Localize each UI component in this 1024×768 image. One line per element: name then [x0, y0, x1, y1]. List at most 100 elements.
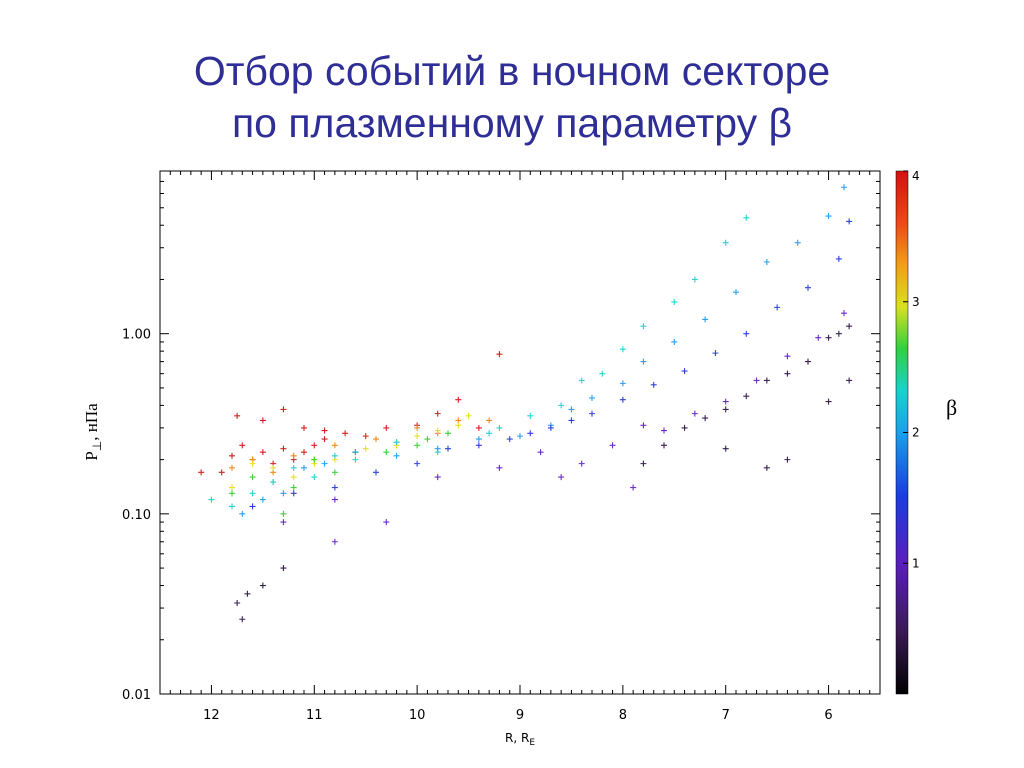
data-point — [424, 436, 431, 443]
data-point — [290, 452, 297, 459]
data-point — [825, 334, 832, 341]
colorbar-tick-label: 1 — [912, 556, 920, 570]
data-points — [198, 184, 853, 623]
data-point — [244, 590, 251, 597]
data-point — [640, 323, 647, 330]
data-point — [331, 538, 338, 545]
data-point — [280, 510, 287, 517]
data-point — [280, 445, 287, 452]
data-point — [455, 422, 462, 429]
data-point — [763, 259, 770, 266]
data-point — [290, 484, 297, 491]
data-point — [691, 276, 698, 283]
data-point — [434, 410, 441, 417]
data-point — [743, 330, 750, 337]
x-tick-label: 9 — [516, 708, 524, 723]
data-point — [434, 445, 441, 452]
series-group — [280, 310, 847, 545]
data-point — [722, 445, 729, 452]
data-point — [414, 424, 421, 431]
data-point — [496, 424, 503, 431]
y-axis-label-main: P — [82, 451, 101, 460]
data-point — [249, 460, 256, 467]
data-point — [825, 213, 832, 220]
data-point — [373, 469, 379, 476]
y-tick-label: 0.10 — [122, 508, 151, 523]
data-point — [321, 436, 328, 443]
data-point — [537, 449, 544, 456]
data-point — [784, 370, 791, 377]
data-point — [496, 464, 503, 471]
data-point — [619, 396, 626, 403]
data-point — [434, 427, 441, 434]
data-point — [681, 424, 688, 431]
data-point — [445, 445, 451, 452]
data-point — [681, 368, 688, 375]
data-point — [640, 358, 647, 365]
x-axis-label: R, RE — [505, 731, 535, 748]
data-point — [475, 442, 482, 449]
data-point — [841, 184, 847, 191]
data-point — [527, 412, 534, 419]
data-point — [393, 452, 400, 459]
data-point — [578, 460, 585, 467]
data-point — [229, 503, 235, 510]
data-point — [702, 316, 709, 323]
data-point — [794, 239, 801, 246]
data-point — [661, 427, 667, 434]
series-group — [239, 184, 847, 517]
data-point — [301, 464, 307, 471]
data-point — [321, 460, 328, 467]
series-group — [198, 351, 503, 476]
data-point — [486, 417, 493, 424]
series-group — [229, 430, 451, 517]
data-point — [239, 442, 246, 449]
data-point — [475, 424, 482, 431]
data-point — [259, 417, 266, 424]
data-point — [558, 474, 565, 481]
data-point — [331, 442, 338, 449]
data-point — [352, 456, 359, 463]
x-tick-label: 11 — [306, 708, 323, 723]
data-point — [362, 433, 369, 440]
x-tick-label: 8 — [619, 708, 627, 723]
data-point — [249, 490, 256, 497]
data-point — [455, 396, 462, 403]
data-point — [547, 424, 554, 431]
data-point — [290, 474, 297, 481]
y-axis: 0.01 0.10 1.00 — [122, 170, 880, 703]
data-point — [331, 484, 338, 491]
data-point — [280, 406, 287, 413]
data-point — [619, 380, 626, 387]
data-point — [599, 370, 606, 377]
x-tick-label: 10 — [409, 708, 426, 723]
data-point — [661, 442, 667, 449]
data-point — [640, 422, 647, 429]
data-point — [609, 442, 616, 449]
data-point — [229, 490, 235, 497]
data-point — [280, 565, 287, 572]
data-point — [342, 430, 349, 437]
data-point — [558, 402, 565, 409]
data-point — [496, 351, 503, 358]
data-point — [589, 394, 595, 401]
data-point — [239, 616, 246, 623]
data-point — [414, 433, 421, 440]
data-point — [846, 377, 853, 384]
data-point — [589, 410, 595, 417]
data-point — [743, 393, 750, 400]
data-point — [311, 456, 318, 463]
data-point — [311, 442, 318, 449]
series-group — [229, 417, 493, 476]
data-point — [229, 484, 235, 491]
y-axis-label-rest: , нПа — [82, 403, 101, 441]
series-group — [234, 323, 853, 623]
plot-frame — [159, 170, 881, 695]
data-point — [229, 452, 235, 459]
series-group — [229, 412, 472, 491]
data-point — [331, 496, 338, 503]
data-point — [568, 406, 575, 413]
data-point — [846, 218, 853, 225]
data-point — [229, 464, 235, 471]
